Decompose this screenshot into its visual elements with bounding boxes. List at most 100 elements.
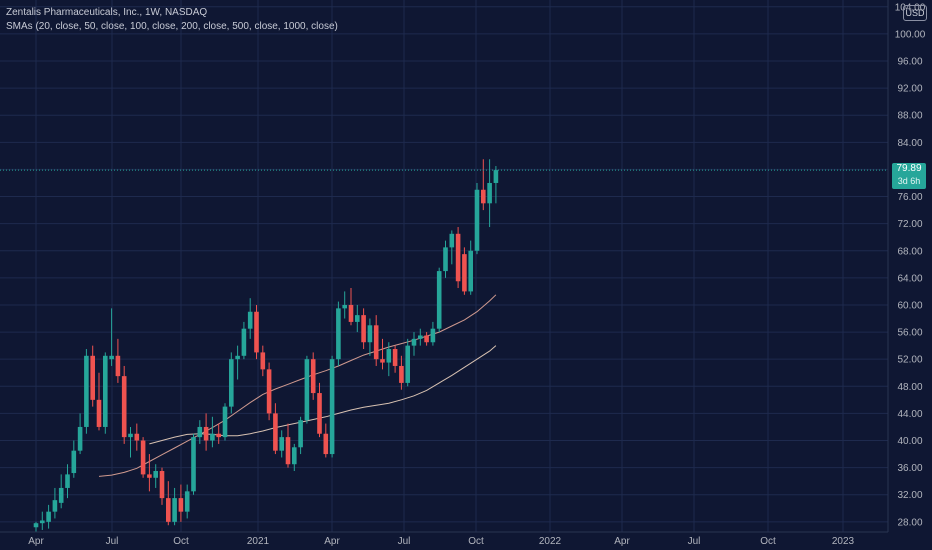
candle [90, 345, 95, 407]
y-tick-label: 56.00 [897, 328, 922, 339]
candle-body [84, 355, 89, 427]
candle [279, 430, 284, 458]
candle-body [191, 437, 196, 492]
candle [52, 487, 58, 519]
y-tick-label: 44.00 [897, 409, 922, 420]
x-tick-label: Jul [106, 536, 119, 547]
y-tick-label: 32.00 [897, 490, 922, 501]
candle [405, 338, 410, 387]
candle [235, 345, 240, 380]
candle [342, 291, 347, 319]
candle [40, 511, 45, 530]
candle-body [285, 437, 291, 465]
candle-body [455, 233, 461, 282]
candles [33, 159, 499, 532]
candle [33, 521, 39, 532]
y-tick-label: 72.00 [897, 219, 922, 230]
candle [58, 474, 64, 509]
chart-legend: Zentalis Pharmaceuticals, Inc., 1W, NASD… [6, 6, 338, 34]
candle [203, 413, 209, 451]
candle [247, 298, 253, 339]
candle-body [121, 376, 127, 438]
candle [373, 315, 379, 366]
candle [430, 321, 436, 346]
y-tick-label: 88.00 [897, 111, 922, 122]
candle-body [153, 471, 158, 478]
y-tick-label: 60.00 [897, 300, 922, 311]
candle [159, 467, 165, 505]
candle [77, 413, 83, 455]
candle-body [443, 247, 448, 272]
currency-badge[interactable]: USD [903, 5, 927, 21]
candle-body [254, 311, 259, 353]
candle-body [342, 304, 347, 309]
candle [140, 437, 146, 478]
candle [134, 423, 140, 451]
price-axis[interactable]: 28.00 32.00 36.00 40.00 44.00 48.00 52.00 56.00… [895, 2, 926, 528]
candle-body [462, 254, 467, 292]
y-tick-label: 84.00 [897, 138, 922, 149]
x-tick-label: Oct [173, 536, 189, 547]
candle [197, 420, 203, 444]
candle-body [386, 349, 392, 363]
candle [241, 321, 247, 360]
candle-body [52, 500, 58, 512]
candle [386, 342, 392, 377]
y-tick-label: 48.00 [897, 382, 922, 393]
candle-body [222, 406, 228, 438]
candle [128, 426, 133, 458]
candle-body [310, 359, 316, 394]
candle-body [247, 311, 253, 329]
candle [468, 240, 473, 295]
y-tick-label: 100.00 [895, 29, 926, 40]
candle-body [436, 271, 442, 329]
candle-body [140, 440, 146, 475]
candle [103, 352, 108, 434]
candle-body [58, 487, 64, 503]
candle-body [317, 393, 322, 434]
candle-body [210, 433, 215, 441]
candle [210, 416, 215, 448]
candle-body [373, 325, 379, 360]
candle [310, 352, 316, 400]
candle [46, 504, 51, 529]
candle-body [266, 369, 272, 414]
candle-body [474, 189, 480, 251]
candle-body [96, 399, 102, 427]
sma-indicator-label[interactable]: SMAs (20, close, 50, close, 100, close, … [6, 21, 338, 32]
candle-body [348, 304, 354, 322]
x-tick-label: Oct [468, 536, 484, 547]
candle-body [380, 359, 385, 363]
candle-body [323, 433, 329, 455]
candle [411, 332, 417, 356]
candle [184, 484, 190, 519]
candle-body [33, 523, 39, 528]
candle-body [424, 335, 429, 343]
candle-body [260, 352, 266, 370]
x-tick-label: 2022 [539, 536, 562, 547]
candle [191, 433, 196, 495]
candle [449, 230, 455, 265]
y-tick-label: 104.00 [895, 2, 926, 13]
candle [229, 352, 234, 414]
candle [493, 166, 499, 204]
y-tick-label: 36.00 [897, 463, 922, 474]
candle [443, 240, 448, 278]
last-price-value: 79.89 [896, 163, 922, 175]
candle-body [71, 450, 77, 474]
candle-body [77, 426, 83, 451]
bar-countdown: 3d 6h [897, 176, 921, 187]
time-axis[interactable]: Apr Jul Oct 2021 Apr Jul Oct 2022 Apr Jul Oct 2023 [28, 536, 854, 547]
candle [153, 464, 158, 488]
candle [65, 464, 70, 499]
candle-body [367, 325, 373, 343]
candle-body [405, 345, 410, 383]
candle [96, 372, 102, 431]
candle-body [481, 189, 486, 204]
candle-body [392, 349, 398, 366]
candle-body [399, 365, 404, 383]
candle-body [355, 315, 360, 322]
candle-body [178, 498, 184, 512]
candle-body [90, 355, 95, 400]
